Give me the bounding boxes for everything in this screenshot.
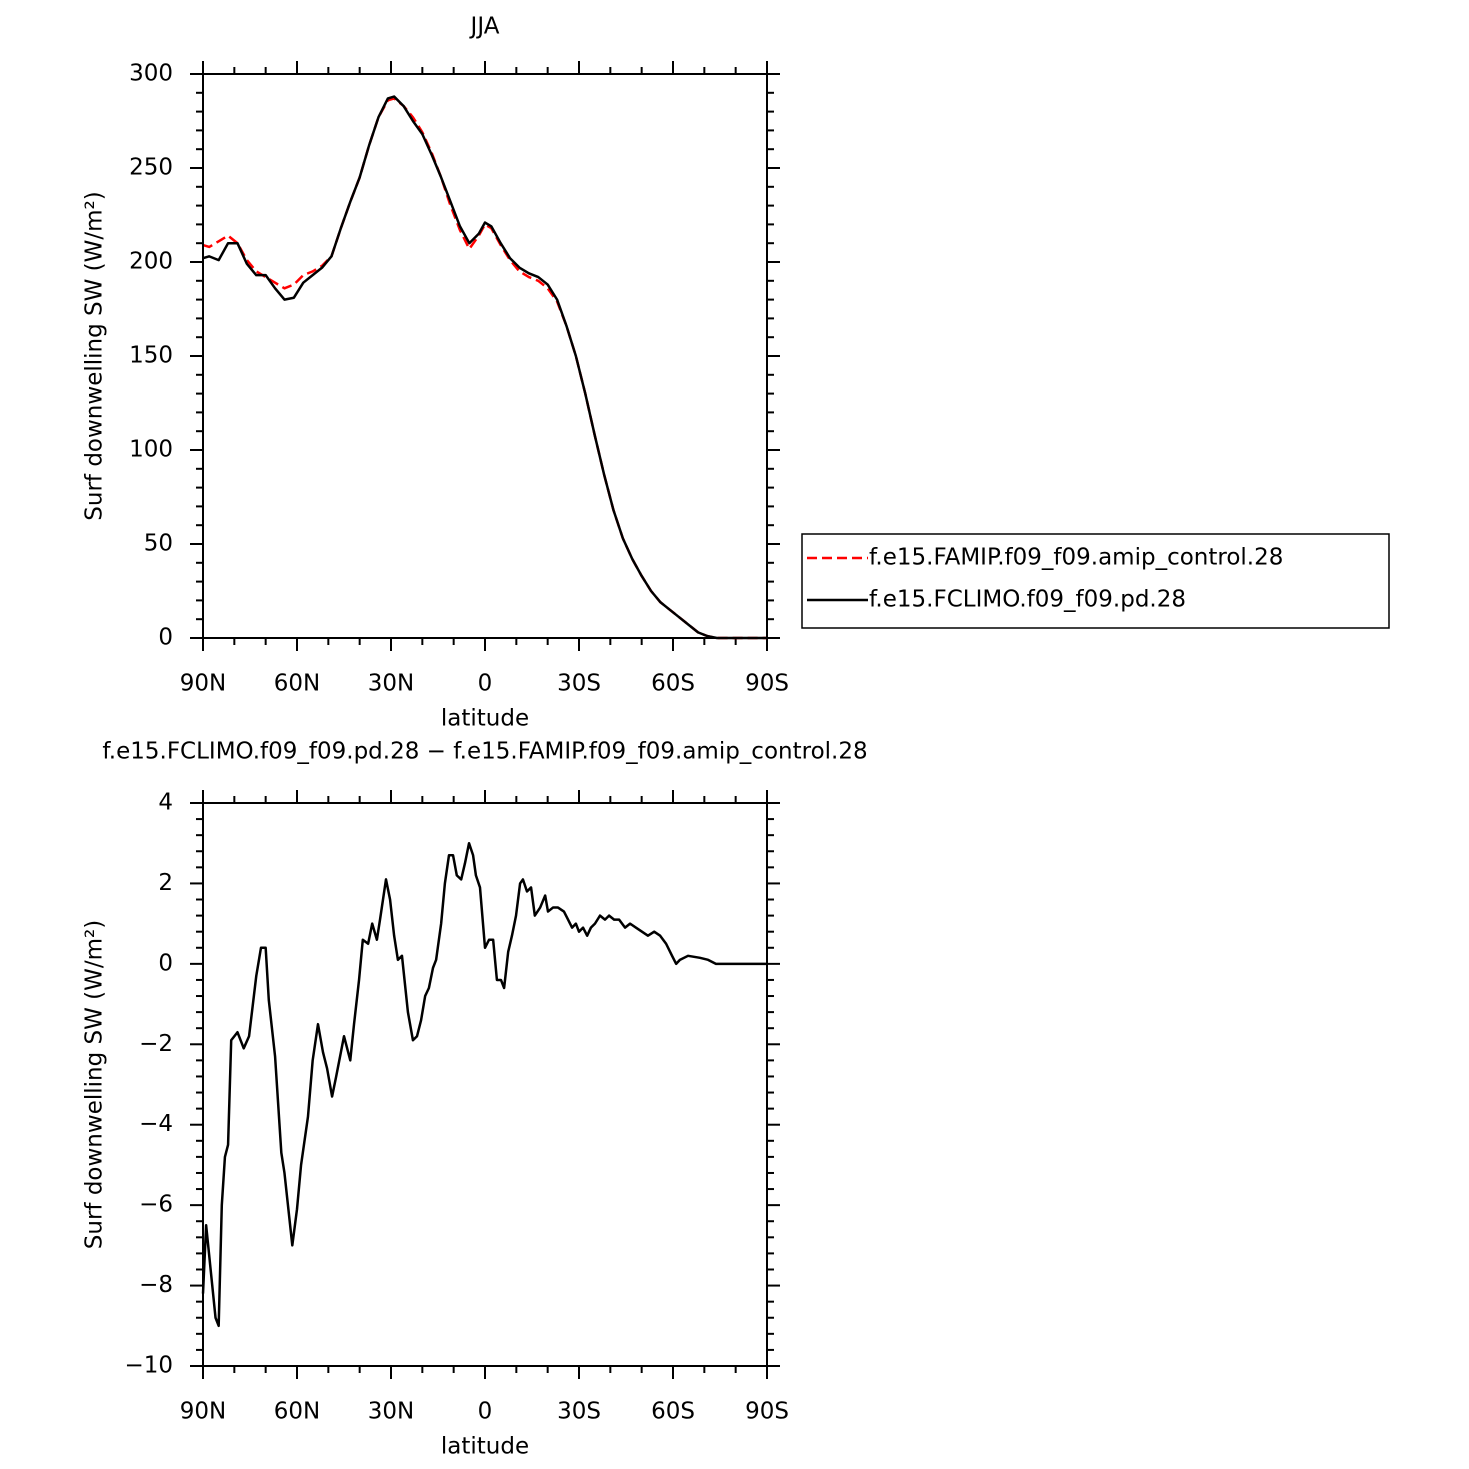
x-tick-label: 90S <box>745 671 789 697</box>
legend-box <box>801 533 1390 629</box>
plot-frame <box>202 802 768 1367</box>
y-tick-label: −6 <box>139 1192 173 1218</box>
y-tick-label: −2 <box>139 1031 173 1057</box>
x-tick-label: 60S <box>651 1399 695 1425</box>
x-tick-label: 60S <box>651 671 695 697</box>
y-tick-label: 0 <box>158 950 173 976</box>
x-tick-label: 0 <box>478 671 493 697</box>
x-tick-label: 30S <box>557 1399 601 1425</box>
data-line <box>202 95 767 640</box>
x-tick-label: 60N <box>274 671 320 697</box>
y-tick-label: 200 <box>129 249 173 275</box>
y-tick-label: 50 <box>144 531 173 557</box>
y-tick-label: −8 <box>139 1272 173 1298</box>
chart-title: JJA <box>469 14 500 40</box>
plot-frame <box>202 73 768 639</box>
x-tick-label: 0 <box>478 1399 493 1425</box>
y-tick-label: 150 <box>129 343 173 369</box>
data-line <box>201 841 767 1328</box>
x-axis-label: latitude <box>441 1434 529 1460</box>
y-tick-label: 4 <box>158 790 173 816</box>
x-tick-label: 30N <box>368 1399 414 1425</box>
x-axis-label: latitude <box>441 706 529 732</box>
x-tick-label: 90N <box>180 1399 226 1425</box>
y-tick-label: −10 <box>124 1353 173 1379</box>
y-tick-label: 250 <box>129 155 173 181</box>
y-tick-label: 0 <box>158 625 173 651</box>
x-tick-label: 90S <box>745 1399 789 1425</box>
data-line <box>202 97 767 640</box>
chart-title: f.e15.FCLIMO.f09_f09.pd.28 − f.e15.FAMIP… <box>102 739 867 765</box>
legend-label: f.e15.FAMIP.f09_f09.amip_control.28 <box>869 545 1283 571</box>
x-tick-label: 60N <box>274 1399 320 1425</box>
legend-label: f.e15.FCLIMO.f09_f09.pd.28 <box>869 587 1186 613</box>
y-tick-label: 2 <box>158 870 173 896</box>
y-axis-label: Surf downwelling SW (W/m²) <box>82 191 108 520</box>
y-tick-label: 100 <box>129 437 173 463</box>
x-tick-label: 30N <box>368 671 414 697</box>
y-axis-label: Surf downwelling SW (W/m²) <box>82 920 108 1249</box>
x-tick-label: 30S <box>557 671 601 697</box>
y-tick-label: −4 <box>139 1111 173 1137</box>
x-tick-label: 90N <box>180 671 226 697</box>
y-tick-label: 300 <box>129 61 173 87</box>
